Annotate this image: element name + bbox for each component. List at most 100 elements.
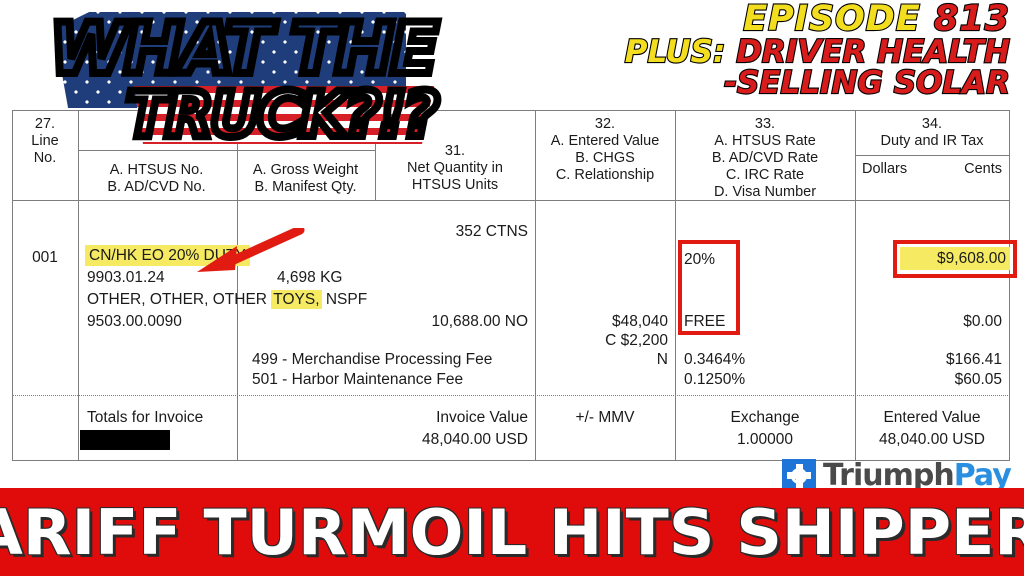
col-30-header: A. Gross Weight B. Manifest Qty. (237, 162, 374, 196)
col-edge-5 (675, 110, 676, 460)
fee-0-amount: $166.41 (945, 351, 1002, 368)
fee-0-rate: 0.3464% (684, 351, 746, 368)
plus-topic-line: PLUS: DRIVER HEALTH (624, 34, 1011, 70)
description-post: NSPF (321, 291, 368, 308)
col-31-number: 31. (444, 143, 466, 159)
col-34-title: Duty and IR Tax (880, 133, 984, 149)
entered-value-value: $48,040 (611, 313, 668, 330)
exchange-label: Exchange (730, 409, 800, 426)
col-31-line1: Net Quantity in (407, 160, 503, 176)
totals-label: Totals for Invoice (87, 409, 204, 426)
fee-1-desc: 501 - Harbor Maintenance Fee (252, 371, 464, 388)
redacted-value-bar (80, 430, 170, 450)
episode-banner: EPISODE 813 PLUS: DRIVER HEALTH -SELLING… (624, 0, 1011, 101)
htsus-special-value: 9903.01.24 (87, 269, 165, 286)
fee-1-amount: $60.05 (954, 371, 1002, 388)
episode-line: EPISODE 813 (625, 0, 1010, 39)
col-32-number: 32. (594, 116, 616, 132)
col-29-line2: B. AD/CVD No. (107, 179, 206, 195)
col-34-cents-label: Cents (964, 161, 1002, 177)
col-27-header: 27. Line No. (12, 116, 78, 167)
header-subrule-left (78, 150, 375, 151)
plus-label: PLUS: (624, 34, 727, 70)
chgs-value: C $2,200 (605, 332, 668, 349)
topic-2: -SELLING SOLAR (723, 65, 1011, 101)
rate-annotation-box (678, 240, 740, 335)
sponsor-name-part1: Triumph (823, 458, 955, 493)
col-33-line1: A. HTSUS Rate (714, 133, 816, 149)
col-27-line1: Line (31, 133, 59, 149)
col-27-line2: No. (33, 150, 57, 166)
exchange-value: 1.00000 (736, 431, 794, 448)
topic-1: DRIVER HEALTH (735, 34, 1011, 70)
triumph-cross-icon (782, 458, 816, 493)
col-33-line2: B. AD/CVD Rate (711, 150, 819, 166)
col-29-header: A. HTSUS No. B. AD/CVD No. (78, 162, 235, 196)
col-edge-3 (375, 110, 376, 200)
entered-value-total: 48,040.00 USD (879, 431, 985, 448)
header-subrule-duty (855, 155, 1009, 156)
manifest-qty-value: 352 CTNS (455, 223, 528, 240)
col-edge-left (12, 110, 13, 460)
col-edge-right (1009, 110, 1010, 460)
mmv-label: +/- MMV (575, 409, 635, 426)
logo-line2: TRUCK?!? (122, 74, 443, 155)
col-33-number: 33. (754, 116, 776, 132)
episode-label: EPISODE (742, 0, 921, 39)
sponsor-name-part2: Pay (953, 458, 1012, 493)
headline-banner: TARIFF TURMOIL HITS SHIPPERS (0, 488, 1024, 576)
headline-text: TARIFF TURMOIL HITS SHIPPERS (0, 495, 1024, 569)
description-highlight: TOYS, (271, 290, 322, 309)
line-no-value: 001 (32, 249, 58, 266)
description-row: OTHER, OTHER, OTHER TOYS, NSPF (87, 290, 367, 309)
description-pre: OTHER, OTHER, OTHER (87, 291, 272, 308)
table-border-top (12, 110, 1010, 111)
col-edge-1 (78, 110, 79, 460)
col-32-line2: B. CHGS (575, 150, 635, 166)
col-34-number: 34. (921, 116, 943, 132)
customs-form-7501: 27. Line No. A. HTSUS No. B. AD/CVD No. … (12, 110, 1017, 461)
red-arrow-annotation (197, 228, 305, 272)
fee-1-rate: 0.1250% (684, 371, 746, 388)
net-quantity-value: 10,688.00 NO (431, 313, 528, 330)
fee-0-desc: 499 - Merchandise Processing Fee (252, 351, 493, 368)
duty-annotation-box (893, 240, 1017, 278)
col-edge-6 (855, 110, 856, 460)
entered-value-label: Entered Value (883, 409, 981, 426)
relationship-value: N (656, 351, 668, 368)
col-33-line4: D. Visa Number (713, 184, 817, 200)
col-34-dollars-label: Dollars (862, 161, 908, 177)
col-30-line1: A. Gross Weight (252, 162, 359, 178)
col-33-header: 33. A. HTSUS Rate B. AD/CVD Rate C. IRC … (675, 116, 855, 201)
topic-2-line: -SELLING SOLAR (625, 65, 1011, 101)
duty-special-highlight: $9,608.00 (900, 247, 1010, 270)
col-32-line3: C. Relationship (555, 167, 655, 183)
htsus-rate-value: 20% (684, 251, 716, 268)
header-divider (12, 200, 1010, 201)
col-32-header: 32. A. Entered Value B. CHGS C. Relation… (535, 116, 675, 184)
show-logo: WHAT THE TRUCK?!? (46, 4, 460, 155)
invoice-value-amount: 48,040.00 USD (422, 431, 528, 448)
duty-base-value: $0.00 (963, 313, 1002, 330)
sponsor-logo-triumphpay: TriumphPay (782, 458, 1012, 493)
htsus-no-value: 9503.00.0090 (87, 313, 182, 330)
col-33-line3: C. IRC Rate (725, 167, 805, 183)
col-32-line1: A. Entered Value (550, 133, 660, 149)
invoice-value-label: Invoice Value (436, 409, 528, 426)
logo-line1: WHAT THE (46, 4, 443, 94)
col-31-header: 31. Net Quantity in HTSUS Units (375, 143, 535, 194)
table-border-bottom (12, 460, 1010, 461)
col-29-line1: A. HTSUS No. (109, 162, 204, 178)
special-program-highlight: CN/HK EO 20% DUTY (85, 245, 250, 266)
col-edge-2 (237, 110, 238, 460)
col-31-line2: HTSUS Units (411, 177, 499, 193)
col-30-line2: B. Manifest Qty. (254, 179, 357, 195)
col-34-header: 34. Duty and IR Tax (855, 116, 1009, 150)
adcvd-rate-value: FREE (684, 313, 726, 330)
episode-number: 813 (933, 0, 1010, 39)
col-edge-4 (535, 110, 536, 460)
gross-weight-value: 4,698 KG (277, 269, 343, 286)
row-divider-dotted (12, 395, 1010, 396)
col-27-number: 27. (34, 116, 56, 132)
